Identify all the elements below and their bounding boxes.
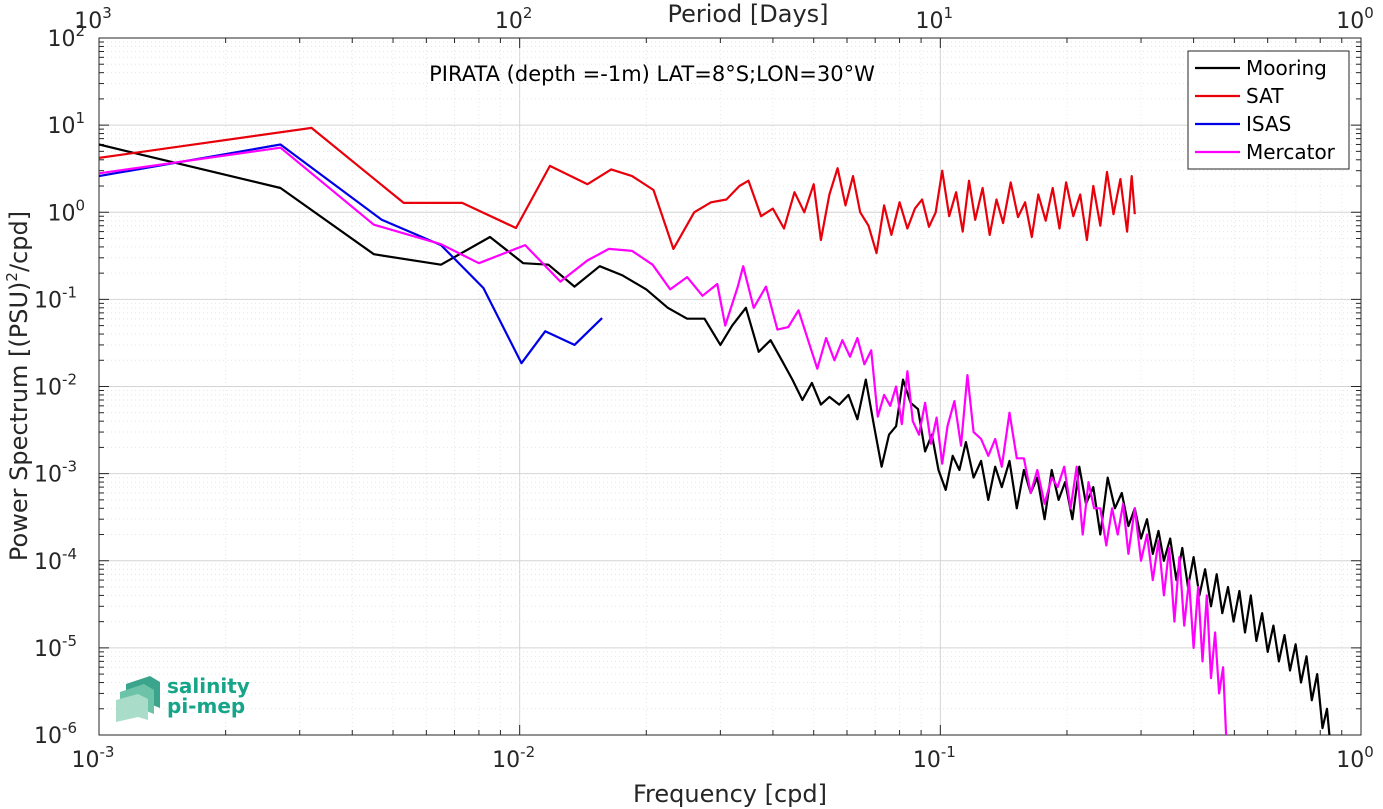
- legend-label: Mercator: [1246, 140, 1336, 164]
- logo-text-pimep: pi-mep: [167, 694, 245, 718]
- logo-text-salinity: salinity: [167, 674, 250, 698]
- y-tick-label: 10-5: [34, 632, 77, 662]
- x-tick-label: 10-2: [492, 743, 535, 773]
- series-line-mooring: [99, 143, 1331, 735]
- legend-label: Mooring: [1246, 56, 1327, 80]
- series-group: [99, 126, 1331, 735]
- series-line-isas: [99, 143, 603, 365]
- plot-annotation: PIRATA (depth =-1m) LAT=8°S;LON=30°W: [429, 62, 875, 86]
- legend-box: [1187, 50, 1350, 170]
- y-tick-label: 10-2: [34, 371, 77, 401]
- logo-wave-front: [116, 694, 148, 722]
- x-tick-label: 10-3: [72, 743, 115, 773]
- legend-label: SAT: [1246, 84, 1284, 108]
- y-tick-label: 100: [47, 196, 85, 226]
- salinity-pimep-logo: salinity pi-mep: [116, 674, 250, 722]
- y-tick-label: 102: [47, 22, 85, 52]
- y-tick-label: 101: [47, 109, 85, 139]
- top-tick-label: 102: [495, 4, 533, 34]
- legend-label: ISAS: [1246, 112, 1291, 136]
- top-tick-label: 101: [916, 4, 954, 34]
- grid-lines: [98, 37, 1362, 736]
- y-tick-label: 10-6: [34, 719, 77, 749]
- top-tick-label: 103: [74, 4, 112, 34]
- y-tick-label: 10-4: [34, 545, 77, 575]
- top-tick-label: 100: [1336, 4, 1374, 34]
- series-line-sat: [99, 126, 1136, 255]
- x-axis-label: Frequency [cpd]: [633, 780, 827, 808]
- y-tick-label: 10-3: [34, 458, 77, 488]
- legend: Mooring SAT ISAS Mercator: [1187, 50, 1350, 170]
- y-tick-label: 10-1: [34, 283, 77, 313]
- top-axis-label: Period [Days]: [667, 0, 828, 28]
- tick-marks: [98, 37, 1362, 736]
- y-axis-label: Power Spectrum [(PSU)2/cpd]: [3, 211, 33, 561]
- series-line-mercator: [99, 146, 1228, 735]
- x-tick-label: 10-1: [913, 743, 956, 773]
- x-tick-label: 100: [1336, 743, 1374, 773]
